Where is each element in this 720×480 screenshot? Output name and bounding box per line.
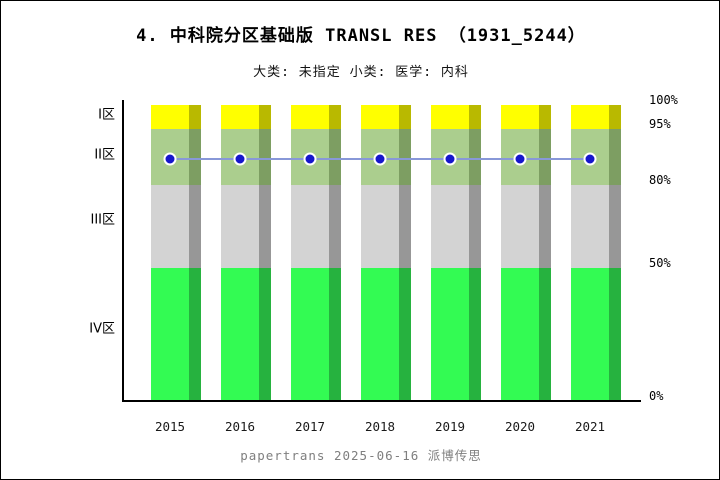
bar-segment-2019 [431,185,469,268]
y-tick-0%: 0% [649,389,664,403]
bar-segment-2018 [361,185,399,268]
x-tick-2021: 2021 [574,419,606,434]
bar-segment-2021 [571,105,609,129]
bar-segment-2017 [291,185,329,268]
bar-segment-2017 [291,105,329,129]
x-tick-2017: 2017 [294,419,326,434]
bar-segment-2017 [291,268,329,401]
bar-segment-2016 [221,105,259,129]
x-tick-2016: 2016 [224,419,256,434]
bar-segment-shadow-2017 [329,129,341,185]
bar-segment-shadow-2020 [539,105,551,129]
x-tick-2018: 2018 [364,419,396,434]
bar-segment-2015 [151,185,189,268]
bar-segment-2019 [431,268,469,401]
bar-segment-shadow-2019 [469,129,481,185]
zone-label-3: III区 [90,212,115,228]
bar-segment-2015 [151,105,189,129]
bar-segment-2020 [501,185,539,268]
bar-segment-2020 [501,268,539,401]
percentile-marker-2018 [373,152,387,166]
chart-title: 4. 中科院分区基础版 TRANSL RES （1931_5244） [136,26,586,46]
bar-segment-shadow-2017 [329,185,341,268]
bar-segment-shadow-2016 [259,185,271,268]
y-tick-80%: 80% [649,173,671,187]
percentile-marker-2019 [443,152,457,166]
y-axis-line [122,100,124,402]
bar-segment-shadow-2018 [399,129,411,185]
y-tick-50%: 50% [649,256,671,270]
zone-label-1: I区 [98,107,115,123]
bar-segment-shadow-2019 [469,268,481,401]
percentile-marker-2016 [233,152,247,166]
bar-segment-shadow-2019 [469,105,481,129]
percentile-marker-2020 [513,152,527,166]
bar-segment-shadow-2016 [259,129,271,185]
bar-segment-shadow-2015 [189,185,201,268]
zone-label-4: IV区 [89,321,115,337]
y-tick-100%: 100% [649,93,678,107]
bar-segment-shadow-2018 [399,268,411,401]
bar-segment-shadow-2019 [469,185,481,268]
bar-segment-shadow-2021 [609,105,621,129]
x-axis-line [122,400,641,402]
zone-label-2: II区 [94,147,115,163]
y-tick-95%: 95% [649,117,671,131]
percentile-marker-2015 [163,152,177,166]
bar-segment-2016 [221,185,259,268]
bar-segment-shadow-2015 [189,129,201,185]
x-tick-2015: 2015 [154,419,186,434]
bar-segment-2018 [361,105,399,129]
footer-credit: papertrans 2025-06-16 派博传思 [240,448,482,463]
bar-segment-shadow-2020 [539,185,551,268]
bar-segment-shadow-2020 [539,129,551,185]
percentile-marker-2021 [583,152,597,166]
bar-segment-2019 [431,105,469,129]
bar-segment-2018 [361,268,399,401]
bar-segment-shadow-2017 [329,268,341,401]
bar-segment-shadow-2021 [609,185,621,268]
bar-segment-shadow-2018 [399,105,411,129]
bar-segment-shadow-2021 [609,129,621,185]
bar-segment-shadow-2015 [189,105,201,129]
chart-subtitle: 大类: 未指定 小类: 医学: 内科 [253,65,469,80]
bar-segment-shadow-2018 [399,185,411,268]
bar-segment-shadow-2016 [259,105,271,129]
bar-segment-2021 [571,268,609,401]
bar-segment-2015 [151,268,189,401]
bar-segment-shadow-2017 [329,105,341,129]
x-tick-2019: 2019 [434,419,466,434]
bar-segment-2021 [571,185,609,268]
bar-segment-shadow-2016 [259,268,271,401]
bar-segment-2016 [221,268,259,401]
x-tick-2020: 2020 [504,419,536,434]
bar-segment-shadow-2020 [539,268,551,401]
bar-segment-shadow-2021 [609,268,621,401]
bar-segment-2020 [501,105,539,129]
bar-segment-shadow-2015 [189,268,201,401]
percentile-marker-2017 [303,152,317,166]
